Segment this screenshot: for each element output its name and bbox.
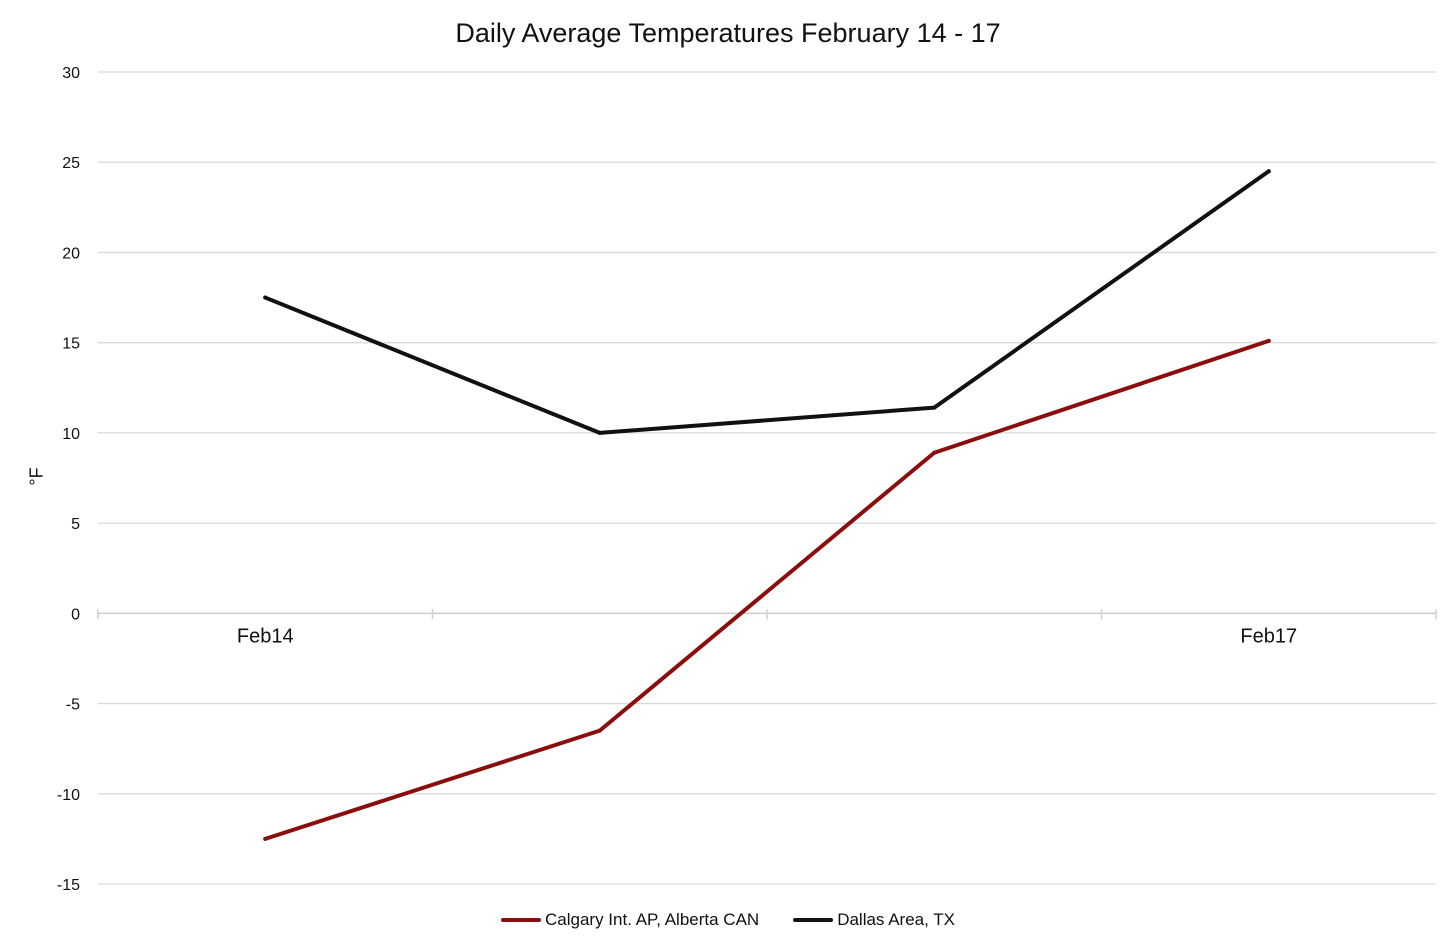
y-tick-label: 15 xyxy=(62,336,80,353)
data-point xyxy=(263,836,268,841)
x-tick-label: Feb14 xyxy=(237,625,294,647)
data-point xyxy=(932,405,937,410)
y-tick-label: 0 xyxy=(71,606,80,623)
y-tick-label: -15 xyxy=(57,877,80,894)
series-line-0 xyxy=(263,338,1271,841)
y-tick-label: 5 xyxy=(71,516,80,533)
data-point xyxy=(932,450,937,455)
y-tick-label: 20 xyxy=(62,245,80,262)
chart-title: Daily Average Temperatures February 14 -… xyxy=(455,18,1001,48)
y-tick-label: 30 xyxy=(62,65,80,82)
data-point xyxy=(597,728,602,733)
y-tick-label: 25 xyxy=(62,155,80,172)
y-tick-label: -10 xyxy=(57,787,80,804)
legend-label-dallas: Dallas Area, TX xyxy=(837,910,955,929)
data-point xyxy=(1266,338,1271,343)
data-point xyxy=(1266,169,1271,174)
legend-item-dallas: Dallas Area, TX xyxy=(793,910,955,930)
series-line-1 xyxy=(263,169,1271,435)
legend-swatch-calgary xyxy=(501,918,541,922)
data-point xyxy=(263,295,268,300)
legend-swatch-dallas xyxy=(793,918,834,922)
legend-item-calgary: Calgary Int. AP, Alberta CAN xyxy=(501,910,759,930)
data-point xyxy=(597,430,602,435)
x-tick-label: Feb17 xyxy=(1240,625,1297,647)
legend-label-calgary: Calgary Int. AP, Alberta CAN xyxy=(545,910,760,929)
legend: Calgary Int. AP, Alberta CAN Dallas Area… xyxy=(0,910,1456,930)
y-tick-label: 10 xyxy=(62,426,80,443)
y-tick-label: -5 xyxy=(66,697,80,714)
